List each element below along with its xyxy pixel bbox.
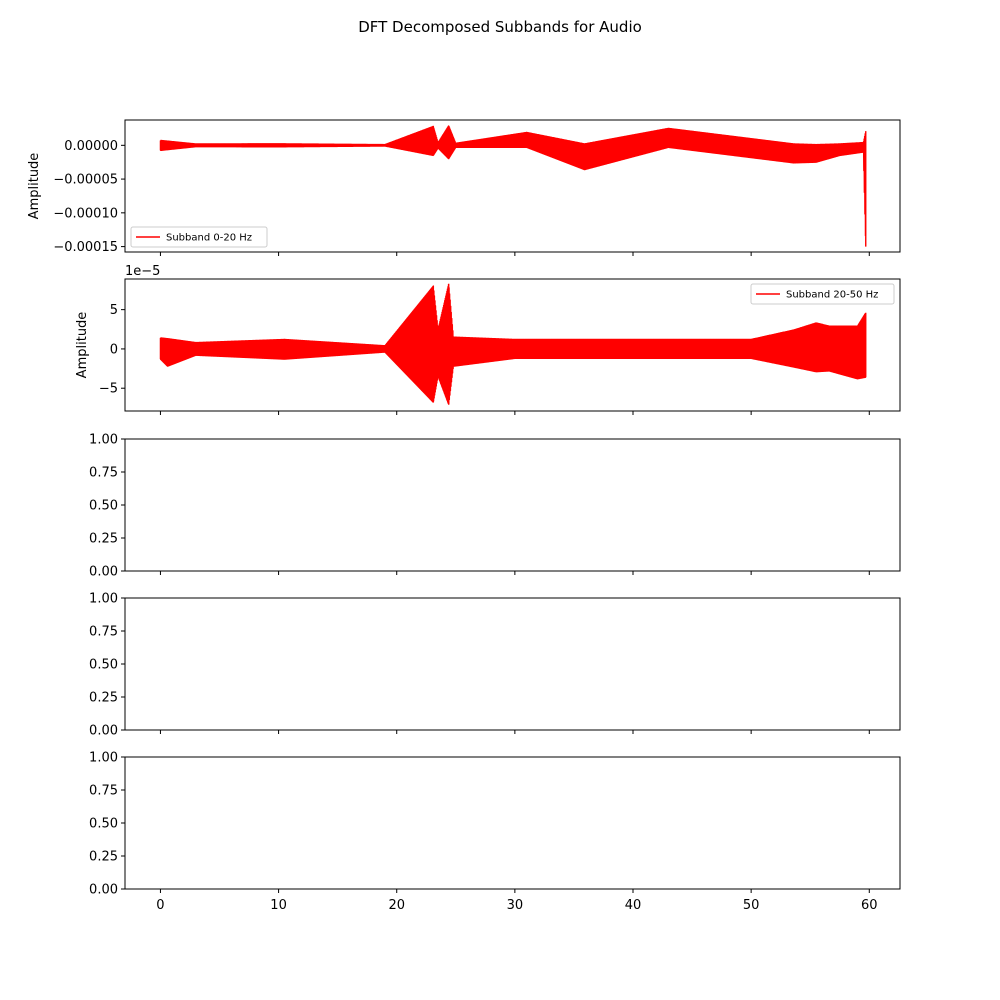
legend-box — [130, 226, 268, 248]
legend-label: Subband 0-20 Hz — [166, 233, 252, 244]
y-tick-label: 0.25 — [89, 532, 118, 547]
x-tick-label: 30 — [507, 898, 524, 913]
y-tick-label: 0.25 — [89, 850, 118, 865]
y-tick-label: 0.50 — [89, 499, 118, 514]
y-tick-label: 1.00 — [89, 592, 118, 607]
x-tick-label: 10 — [270, 898, 287, 913]
series-line-1-1 — [159, 125, 867, 247]
figure-title: DFT Decomposed Subbands for Audio — [358, 18, 642, 36]
legend-label: Subband 20-50 Hz — [786, 290, 878, 301]
y-tick-label: 0.25 — [89, 691, 118, 706]
y-tick-label: 0.00000 — [64, 139, 118, 154]
subplot-2: 5 0 −5 Amplitude 1e−5 Subband 20-50 Hz — [75, 264, 901, 415]
y-tick-label: 0.00 — [89, 883, 118, 898]
x-tick-label: 40 — [625, 898, 642, 913]
y-tick-label: −0.00015 — [53, 240, 118, 255]
x-tick-label: 0 — [156, 898, 164, 913]
y-tick-label: 1.00 — [89, 433, 118, 448]
legend-box — [750, 283, 895, 305]
subplot-3: 0.00 0.25 0.50 0.75 1.00 — [89, 433, 901, 580]
y-tick-label: 1.00 — [89, 751, 118, 766]
y-axis-label: Amplitude — [75, 312, 90, 379]
axes-frame — [124, 119, 901, 253]
y-tick-label: 0.00 — [89, 565, 118, 580]
y-tick-label: 0.75 — [89, 466, 118, 481]
y-offset-label: 1e−5 — [125, 264, 160, 279]
legend: Subband 0-20 Hz — [130, 226, 268, 248]
y-axis-label: Amplitude — [27, 153, 42, 220]
subplot-4: 0.00 0.25 0.50 0.75 1.00 — [89, 592, 901, 739]
y-tick-label: 0.50 — [89, 658, 118, 673]
y-tick-label: −0.00010 — [53, 206, 118, 221]
x-tick-label: 50 — [743, 898, 760, 913]
subplot-5: 0.00 0.25 0.50 0.75 1.00 0 10 20 30 40 50 60 — [89, 751, 901, 913]
series-line-2-1 — [159, 283, 867, 405]
x-tick-label: 20 — [388, 898, 405, 913]
y-tick-label: −5 — [99, 382, 118, 397]
y-tick-label: 0.75 — [89, 784, 118, 799]
x-tick-label: 60 — [861, 898, 878, 913]
y-tick-label: 0.50 — [89, 817, 118, 832]
y-tick-label: 0.00 — [89, 724, 118, 739]
subplot-1: 0.00000 −0.00005 −0.00010 −0.00015 Amplitude… — [27, 119, 901, 256]
y-tick-label: −0.00005 — [53, 173, 118, 188]
y-tick-label: 5 — [110, 303, 118, 318]
axes-group: 0.00000 −0.00005 −0.00010 −0.00015 Amplitude… — [27, 119, 901, 913]
axes-frame — [124, 278, 901, 412]
y-tick-label: 0.75 — [89, 625, 118, 640]
y-tick-label: 0 — [110, 342, 118, 357]
legend: Subband 20-50 Hz — [750, 283, 895, 305]
